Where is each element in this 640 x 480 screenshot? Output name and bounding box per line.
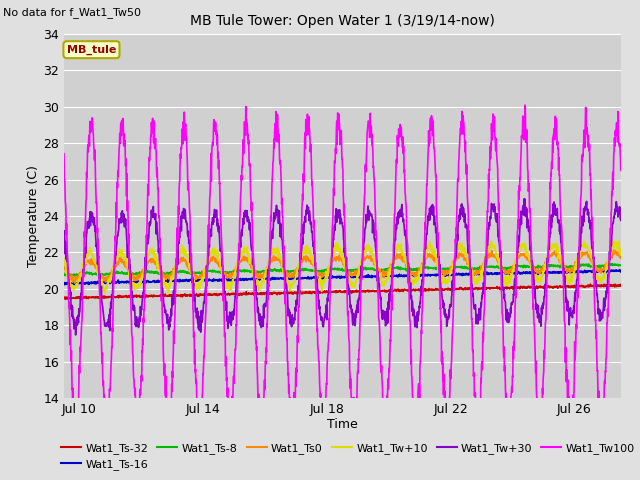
Y-axis label: Temperature (C): Temperature (C): [28, 165, 40, 267]
X-axis label: Time: Time: [327, 418, 358, 431]
Title: MB Tule Tower: Open Water 1 (3/19/14-now): MB Tule Tower: Open Water 1 (3/19/14-now…: [190, 14, 495, 28]
Legend: Wat1_Ts-32, Wat1_Ts-16, Wat1_Ts-8, Wat1_Ts0, Wat1_Tw+10, Wat1_Tw+30, Wat1_Tw100: Wat1_Ts-32, Wat1_Ts-16, Wat1_Ts-8, Wat1_…: [57, 438, 639, 474]
Text: No data for f_Wat1_Tw50: No data for f_Wat1_Tw50: [3, 7, 141, 18]
Text: MB_tule: MB_tule: [67, 45, 116, 55]
